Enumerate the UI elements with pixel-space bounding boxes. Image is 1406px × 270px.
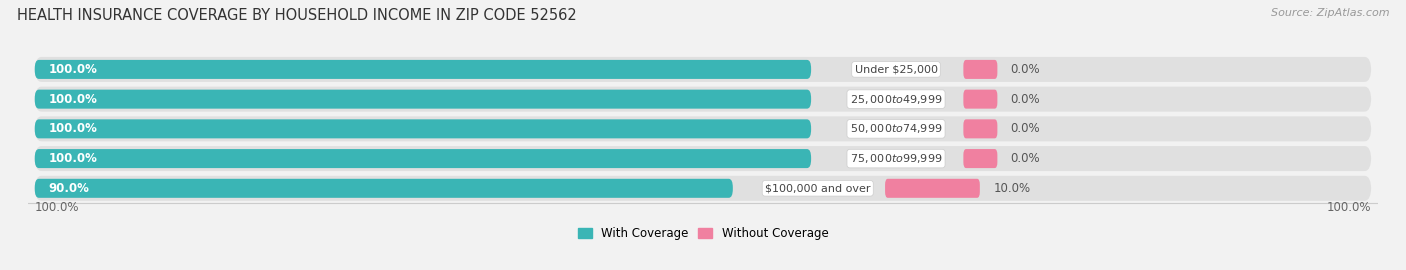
FancyBboxPatch shape [963,60,997,79]
FancyBboxPatch shape [35,90,811,109]
FancyBboxPatch shape [963,149,997,168]
Text: 100.0%: 100.0% [1327,201,1371,214]
Text: 10.0%: 10.0% [993,182,1031,195]
Text: 100.0%: 100.0% [48,63,97,76]
FancyBboxPatch shape [963,119,997,138]
FancyBboxPatch shape [35,146,1371,171]
FancyBboxPatch shape [35,149,811,168]
Text: 90.0%: 90.0% [48,182,89,195]
FancyBboxPatch shape [35,57,1371,82]
FancyBboxPatch shape [35,119,811,138]
Text: $100,000 and over: $100,000 and over [765,183,870,193]
Text: $50,000 to $74,999: $50,000 to $74,999 [849,122,942,135]
FancyBboxPatch shape [35,87,1371,112]
Text: 0.0%: 0.0% [1011,122,1040,135]
Text: $75,000 to $99,999: $75,000 to $99,999 [849,152,942,165]
FancyBboxPatch shape [963,90,997,109]
Text: 100.0%: 100.0% [48,152,97,165]
Text: 0.0%: 0.0% [1011,63,1040,76]
FancyBboxPatch shape [886,179,980,198]
Text: 100.0%: 100.0% [48,93,97,106]
Text: Under $25,000: Under $25,000 [855,65,938,75]
Text: HEALTH INSURANCE COVERAGE BY HOUSEHOLD INCOME IN ZIP CODE 52562: HEALTH INSURANCE COVERAGE BY HOUSEHOLD I… [17,8,576,23]
Text: 0.0%: 0.0% [1011,93,1040,106]
Text: Source: ZipAtlas.com: Source: ZipAtlas.com [1271,8,1389,18]
Text: 100.0%: 100.0% [35,201,79,214]
FancyBboxPatch shape [35,179,733,198]
Text: 100.0%: 100.0% [48,122,97,135]
FancyBboxPatch shape [35,116,1371,141]
Legend: With Coverage, Without Coverage: With Coverage, Without Coverage [578,227,828,240]
Text: $25,000 to $49,999: $25,000 to $49,999 [849,93,942,106]
Text: 0.0%: 0.0% [1011,152,1040,165]
FancyBboxPatch shape [35,176,1371,201]
FancyBboxPatch shape [35,60,811,79]
